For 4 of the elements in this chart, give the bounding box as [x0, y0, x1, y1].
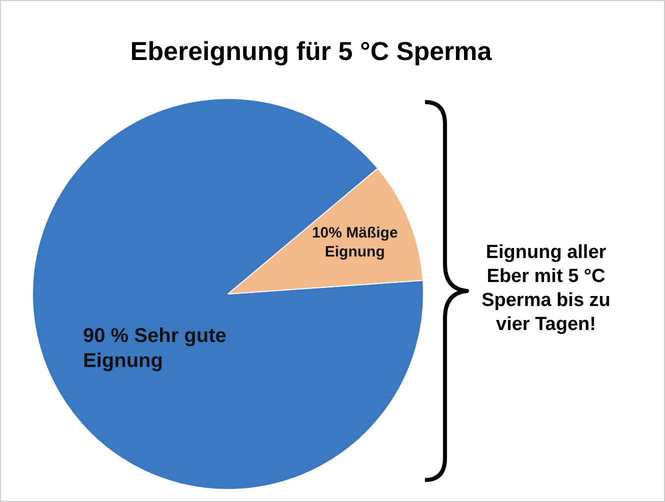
slice-label: 10% Mäßige Eignung — [312, 224, 398, 260]
slice-label: 90 % Sehr gute Eignung — [83, 325, 226, 372]
chart-title: Ebereignung für 5 °C Sperma — [129, 36, 493, 67]
text: Eignung aller Eber mit 5 °C Sperma bis zu vier Tagen! — [480, 241, 612, 337]
